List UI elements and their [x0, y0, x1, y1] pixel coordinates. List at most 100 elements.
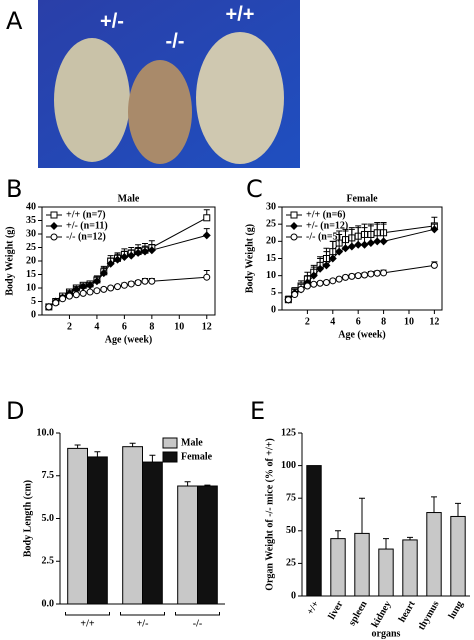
error-bar — [184, 481, 191, 487]
x-axis-label: organs — [372, 628, 401, 639]
marker — [52, 299, 60, 307]
marker — [309, 271, 318, 280]
marker — [335, 247, 344, 256]
bar — [354, 532, 370, 597]
bar — [450, 515, 466, 597]
legend-label: Male — [181, 437, 203, 448]
legend-label: Female — [181, 451, 213, 462]
x-tick-label: -/- — [193, 618, 202, 629]
y-tick-label: 20 — [266, 236, 276, 247]
legend-label: +/+ (n=7) — [66, 209, 106, 220]
marker — [72, 285, 81, 294]
x-tick-label: 12 — [429, 316, 439, 327]
panel-label: E — [250, 397, 265, 425]
marker — [113, 255, 122, 264]
marker — [373, 237, 382, 246]
marker — [354, 272, 362, 280]
y-tick-label: 30 — [26, 228, 36, 239]
marker — [45, 303, 53, 311]
marker — [361, 271, 369, 279]
marker — [203, 273, 211, 281]
y-tick-label: 30 — [266, 201, 276, 212]
marker — [120, 252, 129, 261]
y-axis-label: Body Weight (g) — [244, 224, 255, 293]
marker — [430, 261, 438, 269]
panel-label: B — [6, 175, 22, 203]
bar — [142, 461, 163, 605]
marker — [316, 264, 325, 273]
bar — [122, 446, 143, 605]
y-axis-label: Organ Weight of -/- mice (% of +/+) — [264, 438, 275, 591]
marker — [140, 247, 149, 256]
genotype-label: +/+ — [226, 3, 255, 25]
y-tick-label: 2.5 — [42, 556, 55, 567]
error-bar — [335, 530, 341, 539]
y-tick-label: 100 — [281, 460, 296, 471]
bar — [378, 548, 394, 597]
marker — [328, 254, 337, 263]
error-bar — [94, 451, 101, 457]
marker — [347, 242, 356, 251]
error-bar — [129, 442, 136, 447]
panel-label: C — [246, 175, 263, 203]
marker — [316, 279, 324, 287]
marker — [322, 279, 330, 287]
y-tick-label: 5.0 — [42, 513, 55, 524]
x-tick-label: +/- — [137, 618, 149, 629]
y-tick-label: 5 — [271, 287, 276, 298]
marker — [367, 270, 375, 278]
legend-marker — [290, 222, 298, 230]
x-tick-label: 2 — [67, 321, 72, 332]
legend-label: +/- (n=12) — [306, 220, 348, 231]
marker — [86, 288, 94, 296]
error-bar — [204, 484, 211, 487]
marker — [93, 287, 101, 295]
legend-marker — [50, 211, 58, 219]
mouse — [196, 32, 284, 164]
marker — [322, 261, 331, 270]
marker — [291, 291, 299, 299]
error-bar — [455, 502, 461, 517]
marker — [303, 282, 311, 290]
marker — [310, 280, 318, 288]
marker — [134, 248, 143, 257]
x-tick-label: 12 — [202, 321, 212, 332]
plot-frame — [281, 206, 443, 311]
y-tick-label: 50 — [286, 525, 296, 536]
x-tick-label: thymus — [416, 599, 441, 632]
marker — [203, 214, 211, 222]
marker — [430, 225, 439, 234]
marker — [354, 240, 363, 249]
legend-label: +/- (n=11) — [66, 220, 108, 231]
marker — [59, 295, 67, 303]
y-tick-label: 10 — [266, 270, 276, 281]
marker — [202, 231, 211, 240]
x-tick-label: 4 — [330, 316, 335, 327]
y-tick-label: 10.0 — [37, 427, 55, 438]
marker — [127, 280, 135, 288]
chart-title: Male — [118, 193, 140, 204]
marker — [297, 285, 305, 293]
y-tick-label: 7.5 — [42, 470, 55, 481]
marker — [141, 277, 149, 285]
y-tick-label: 10 — [26, 282, 36, 293]
marker — [348, 272, 356, 280]
y-axis-label: Body Length (cm) — [22, 480, 33, 557]
y-tick-label: 35 — [26, 215, 36, 226]
error-bar — [407, 536, 413, 540]
marker — [100, 285, 108, 293]
legend-label: +/+ (n=6) — [306, 209, 346, 220]
marker — [114, 283, 122, 291]
y-tick-label: 0.0 — [42, 598, 55, 609]
bar — [87, 456, 108, 605]
y-tick-label: 20 — [26, 255, 36, 266]
marker — [366, 239, 375, 248]
bar — [402, 539, 418, 597]
bar — [426, 512, 442, 597]
error-bar — [149, 454, 156, 463]
legend-marker — [50, 222, 58, 230]
plot-frame — [41, 206, 216, 316]
mouse — [128, 60, 192, 164]
y-tick-label: 0 — [291, 590, 296, 601]
